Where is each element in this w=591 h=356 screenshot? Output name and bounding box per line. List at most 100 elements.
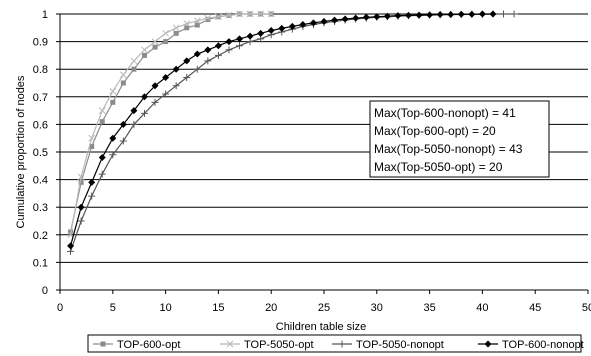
data-point [151, 82, 159, 90]
data-point [120, 71, 127, 79]
legend-item: TOP-600-nonopt [478, 339, 584, 351]
annotation-line: Max(Top-5050-nonopt) = 43 [374, 142, 523, 156]
x-tick-label: 50 [582, 302, 591, 314]
data-point [225, 46, 233, 54]
data-point [415, 11, 423, 19]
data-point [500, 10, 508, 18]
data-point [172, 24, 180, 32]
data-point [205, 17, 211, 23]
legend-label: TOP-5050-opt [244, 339, 314, 351]
data-point [140, 93, 148, 101]
data-point [99, 119, 105, 125]
y-tick-label: 0.1 [33, 257, 48, 269]
data-point [78, 179, 84, 185]
data-point [489, 10, 497, 18]
data-point [215, 13, 222, 21]
data-point [510, 10, 518, 18]
data-point [109, 151, 117, 159]
data-point [468, 10, 476, 18]
legend-item: TOP-600-opt [93, 339, 180, 351]
data-point [457, 10, 465, 18]
annotation-line: Max(Top-600-opt) = 20 [374, 124, 496, 138]
data-point [130, 120, 138, 128]
data-point [331, 16, 339, 24]
max-annotation-box: Max(Top-600-nonopt) = 41 Max(Top-600-opt… [369, 100, 550, 178]
legend-label: TOP-600-opt [117, 339, 180, 351]
x-tick-label: 45 [529, 302, 541, 314]
data-point [236, 35, 244, 43]
legend-label: TOP-5050-nonopt [356, 339, 444, 351]
data-point [426, 11, 434, 19]
y-tick-label: 0.6 [33, 119, 48, 131]
data-point [173, 30, 179, 36]
data-point [163, 39, 169, 45]
data-point [225, 12, 233, 19]
legend-item: TOP-5050-opt [220, 339, 314, 351]
y-tick-label: 0.9 [33, 37, 48, 49]
data-point [236, 42, 244, 50]
data-point [109, 134, 117, 142]
data-point [257, 10, 264, 18]
data-point [120, 80, 126, 86]
data-point [383, 12, 391, 20]
data-point [88, 134, 96, 142]
data-point [373, 13, 381, 21]
data-point [447, 11, 455, 19]
data-point [394, 12, 402, 20]
data-point [246, 10, 254, 18]
data-point [109, 87, 117, 95]
annotation-line: Max(Top-5050-opt) = 20 [374, 160, 503, 174]
data-point [226, 340, 234, 348]
data-point [204, 57, 212, 65]
data-point [119, 120, 127, 128]
tick-labels: 00.10.20.30.40.50.60.70.80.910 5 10 15 20 25 3… [33, 9, 591, 314]
data-point [338, 340, 346, 348]
y-tick-label: 0.7 [33, 92, 48, 104]
data-point [67, 242, 75, 250]
data-point [204, 46, 212, 54]
data-point [88, 192, 96, 200]
data-point [162, 73, 170, 81]
data-point [267, 10, 275, 18]
y-tick-label: 1 [42, 9, 48, 21]
data-point [436, 11, 444, 19]
data-point [246, 32, 254, 40]
legend-item: TOP-5050-nonopt [332, 339, 444, 351]
y-tick-label: 0.8 [33, 64, 48, 76]
x-tick-label: 0 [57, 302, 63, 314]
data-point [89, 143, 95, 149]
data-point [98, 170, 106, 178]
y-tick-label: 0.2 [33, 230, 48, 242]
data-point [100, 341, 106, 347]
data-point [352, 14, 360, 22]
data-point [183, 20, 191, 28]
data-point [119, 137, 127, 145]
data-point [151, 98, 159, 106]
legend: TOP-600-opt TOP-5050-opt TOP-5050-nonopt TO… [87, 334, 584, 353]
data-point [183, 73, 191, 81]
data-point [162, 90, 170, 98]
y-tick-label: 0.3 [33, 202, 48, 214]
data-point [214, 42, 222, 50]
data-point [193, 17, 201, 25]
data-point [172, 65, 180, 73]
series-top-5050-opt [67, 10, 275, 239]
data-point [194, 22, 200, 28]
data-point [214, 51, 222, 59]
series-group [67, 10, 518, 255]
x-tick-label: 35 [423, 302, 435, 314]
data-point [193, 50, 201, 58]
y-tick-label: 0 [42, 285, 48, 297]
data-point [152, 44, 158, 50]
data-point [183, 57, 191, 65]
data-point [362, 13, 370, 21]
data-point [162, 29, 169, 37]
data-point [184, 25, 190, 31]
data-point [98, 154, 106, 162]
x-tick-label: 15 [212, 302, 224, 314]
data-point [204, 14, 212, 22]
axes [56, 13, 589, 294]
data-point [77, 203, 85, 211]
data-point [299, 20, 307, 28]
